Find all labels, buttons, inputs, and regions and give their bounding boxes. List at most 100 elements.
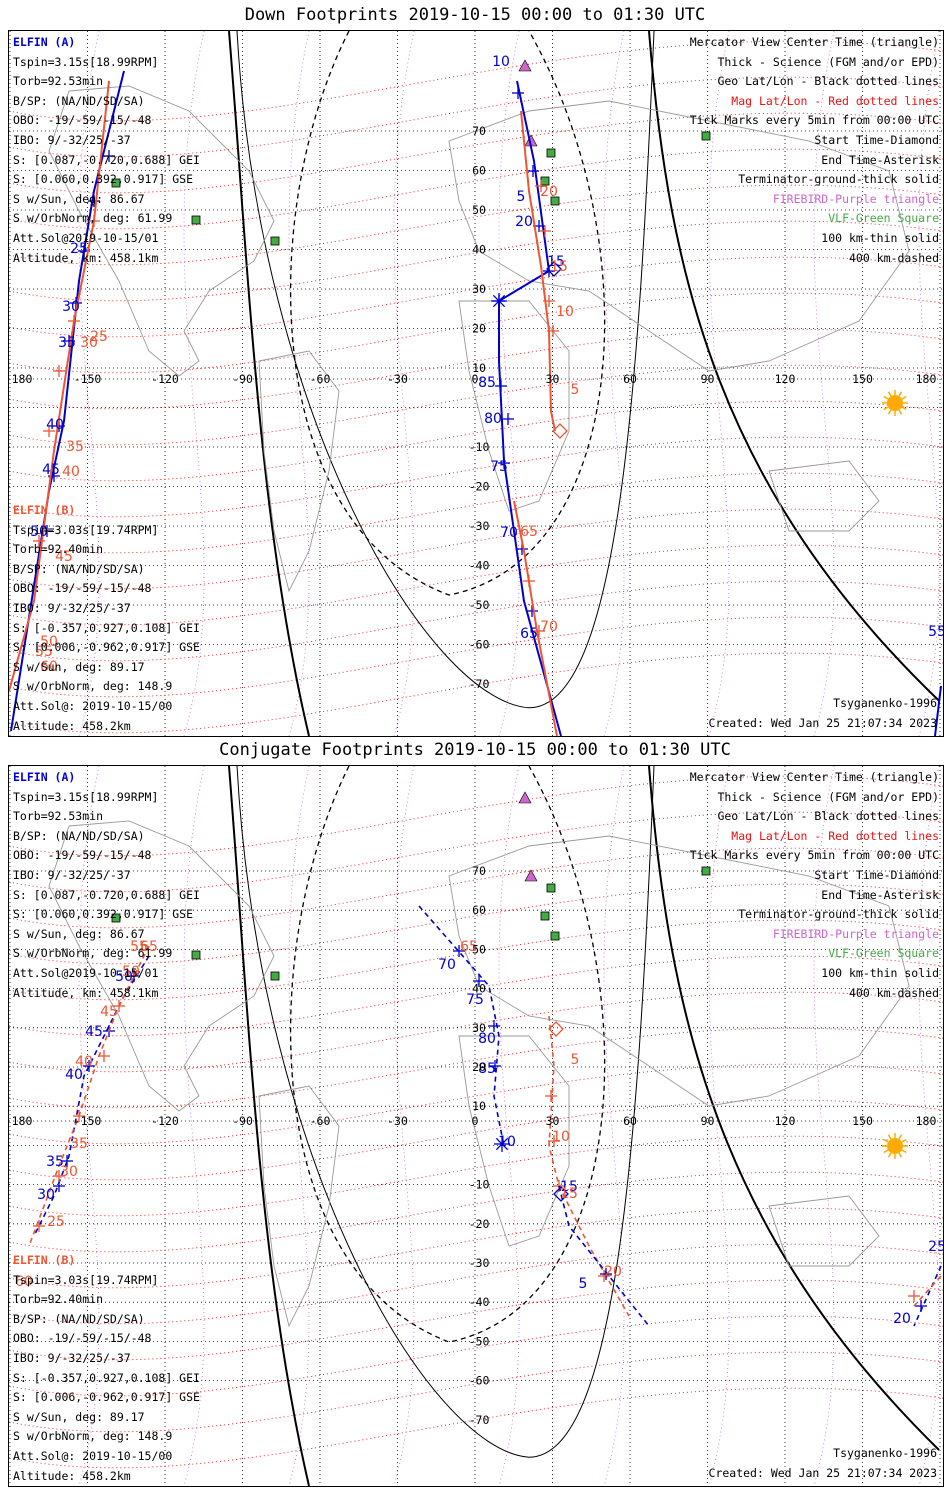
firebird-triangle-icon bbox=[518, 791, 532, 804]
mag-lat-line bbox=[9, 1171, 943, 1253]
mag-lat-line bbox=[9, 328, 943, 410]
elfin-a-info: ELFIN (A) Tspin=3.15s[18.99RPM] Torb=92.… bbox=[13, 768, 200, 1003]
elfin-b-time-label: 50 bbox=[40, 634, 58, 650]
model-label: Tsyganenko-1996 bbox=[833, 1446, 937, 1460]
legend-item: Terminator-ground-thick solid bbox=[738, 907, 939, 922]
mag-lat-line bbox=[9, 847, 943, 929]
legend-item: Mag Lat/Lon - Red dotted lines bbox=[731, 93, 939, 108]
info-line: S w/OrbNorm, deg: 61.99 bbox=[13, 946, 173, 961]
elfin-b-time-label: 40 bbox=[62, 464, 80, 480]
vlf-square-icon bbox=[111, 913, 121, 923]
elfin-a-time-label: 10 bbox=[498, 1134, 516, 1150]
lon-tick-label: -120 bbox=[151, 1114, 179, 1128]
terminator-ground-line bbox=[648, 31, 940, 702]
lat-tick-label: -70 bbox=[469, 1413, 490, 1427]
legend-item: VLF-Green Square bbox=[828, 211, 939, 226]
mag-lat-line bbox=[9, 364, 943, 446]
legend-item: Terminator-ground-thick solid bbox=[738, 172, 939, 187]
sun-ray bbox=[898, 391, 903, 397]
lat-tick-label: 50 bbox=[472, 203, 486, 217]
conjugate-footprints-map: 7075808510155252030354045506551015202530… bbox=[8, 765, 944, 1487]
elfin-a-time-label: 25 bbox=[70, 241, 88, 257]
elfin-a-time-label: 30 bbox=[37, 1187, 55, 1203]
mag-lat-line bbox=[9, 184, 943, 266]
mag-lat-line bbox=[9, 1315, 943, 1397]
elfin-b-label: ELFIN (B) bbox=[13, 1253, 76, 1267]
legend-item: FIREBIRD-Purple triangle bbox=[772, 926, 939, 941]
mag-lat-line bbox=[9, 1207, 943, 1289]
markers bbox=[111, 791, 908, 1159]
lon-tick-label: 180 bbox=[916, 372, 937, 386]
mag-lat-line bbox=[9, 472, 943, 554]
mag-lon-line bbox=[183, 31, 205, 736]
info-line: Altitude, km: 458.1km bbox=[13, 985, 159, 1000]
elfin-a-time-label: 45 bbox=[42, 462, 60, 478]
vlf-square-icon bbox=[701, 131, 711, 141]
panel-title: Down Footprints 2019-10-15 00:00 to 01:3… bbox=[244, 5, 706, 25]
start-diamond-icon bbox=[552, 423, 568, 439]
sun-icon bbox=[882, 390, 908, 416]
lon-tick-label: 90 bbox=[701, 372, 715, 386]
elfin-b-time-label: 5 bbox=[571, 382, 580, 398]
info-line: S w/Sun, deg: 86.67 bbox=[13, 191, 145, 206]
mag-lat-line bbox=[9, 1279, 943, 1361]
vlf-square-icon bbox=[546, 148, 556, 158]
lat-tick-label: 30 bbox=[472, 1021, 486, 1035]
lat-tick-label: -20 bbox=[469, 480, 490, 494]
lon-tick-label: 0 bbox=[472, 372, 479, 386]
lon-tick-label: 30 bbox=[546, 372, 560, 386]
elfin-a-time-label: 70 bbox=[500, 525, 518, 541]
elfin-a-time-label: 15 bbox=[560, 1179, 578, 1195]
lat-tick-label: 20 bbox=[472, 322, 486, 336]
sun-ray bbox=[898, 409, 903, 415]
sun-ray bbox=[887, 391, 892, 397]
legend-item: 400 km-dashed bbox=[848, 250, 939, 265]
panel-title: Conjugate Footprints 2019-10-15 00:00 to… bbox=[219, 740, 731, 760]
elfin-a-time-label: 20 bbox=[893, 1311, 911, 1327]
lon-tick-label: -30 bbox=[387, 1114, 408, 1128]
lon-tick-label: 0 bbox=[472, 1114, 479, 1128]
legend-item: End Time-Asterisk bbox=[821, 152, 939, 167]
mag-lon-line bbox=[183, 766, 205, 1486]
legend-item: FIREBIRD-Purple triangle bbox=[772, 191, 939, 206]
mag-lon-line bbox=[498, 31, 520, 736]
lat-tick-label: -30 bbox=[469, 1256, 490, 1270]
mag-lon-line bbox=[708, 31, 730, 736]
legend-item: Geo Lat/Lon - Black dotted lines bbox=[717, 809, 939, 824]
end-asterisk-icon bbox=[495, 1137, 509, 1151]
lat-tick-label: 60 bbox=[472, 903, 486, 917]
mag-lon-line bbox=[813, 766, 835, 1486]
legend-item: Thick - Science (FGM and/or EPD) bbox=[717, 54, 939, 69]
elfin-b-time-label: 35 bbox=[70, 1136, 88, 1152]
lat-tick-label: -60 bbox=[469, 1374, 490, 1388]
terminator-ground-line bbox=[228, 31, 310, 736]
lon-tick-label: -60 bbox=[310, 1114, 331, 1128]
info-line: S: [-0.357,0.927,0.108] GEI bbox=[13, 1370, 200, 1385]
info-line: S: [0.060,0.392,0.917] GSE bbox=[13, 907, 194, 922]
info-line: Att.Sol@2019-10-15/01 bbox=[13, 230, 159, 245]
legend-item: Start Time-Diamond bbox=[814, 867, 939, 882]
elfin-a-label: ELFIN (A) bbox=[13, 35, 76, 49]
info-line: S w/OrbNorm, deg: 148.9 bbox=[13, 679, 173, 694]
sun-ray bbox=[901, 1138, 907, 1143]
firebird-triangle-icon bbox=[518, 59, 532, 72]
info-line: IBO: 9/-32/25/-37 bbox=[13, 600, 131, 615]
elfin-b-time-label: 30 bbox=[80, 335, 98, 351]
lon-tick-label: -90 bbox=[232, 1114, 253, 1128]
mag-lat-line bbox=[9, 436, 943, 518]
elfin-a-time-label: 10 bbox=[492, 54, 510, 70]
info-line: S: [0.060,0.392,0.917] GSE bbox=[13, 172, 194, 187]
mag-lat-line bbox=[9, 40, 943, 122]
elfin-a-track bbox=[418, 905, 505, 1147]
mag-lat-line bbox=[9, 616, 943, 698]
mag-lat-line bbox=[9, 220, 943, 302]
info-line: OBO: -19/-59/-15/-48 bbox=[13, 581, 152, 596]
start-diamond-icon bbox=[546, 261, 562, 277]
sun-ray bbox=[883, 406, 889, 411]
elfin-a-time-label: 45 bbox=[85, 1024, 103, 1040]
elfin-a-time-label: 35 bbox=[46, 1154, 64, 1170]
sun-disc bbox=[887, 1138, 903, 1154]
elfin-b-time-label: 55 bbox=[130, 939, 148, 955]
info-line: B/SP: (NA/ND/SD/SA) bbox=[13, 828, 145, 843]
elfin-b-time-label: 65 bbox=[140, 939, 158, 955]
